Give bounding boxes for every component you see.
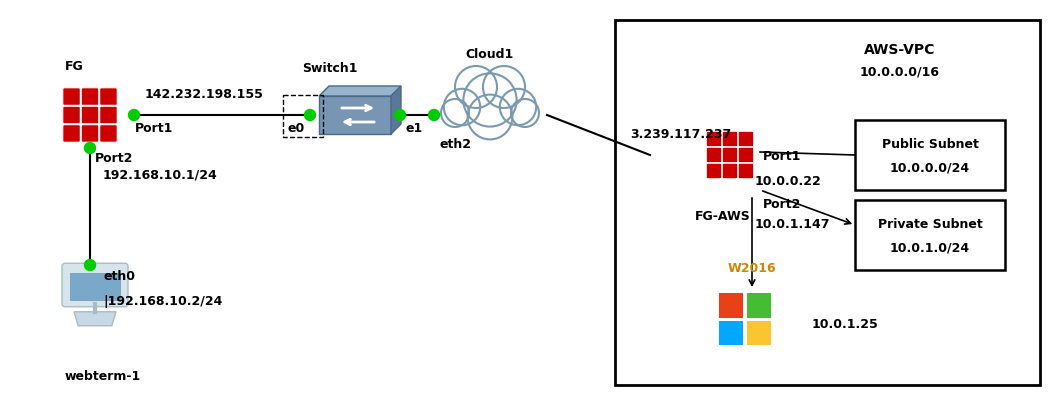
Polygon shape	[319, 86, 401, 96]
Circle shape	[455, 66, 497, 108]
Circle shape	[463, 73, 517, 126]
FancyBboxPatch shape	[63, 106, 80, 124]
Bar	[284, 95, 323, 137]
FancyBboxPatch shape	[707, 131, 721, 147]
Text: 10.0.0.0/24: 10.0.0.0/24	[890, 161, 970, 174]
Circle shape	[444, 89, 480, 125]
FancyBboxPatch shape	[738, 131, 754, 147]
Circle shape	[500, 89, 537, 125]
Bar	[747, 321, 771, 345]
Text: webterm-1: webterm-1	[65, 370, 142, 383]
Bar	[615, 20, 1040, 385]
Circle shape	[84, 142, 96, 154]
Circle shape	[304, 109, 315, 120]
Text: e1: e1	[405, 122, 422, 135]
FancyBboxPatch shape	[81, 88, 99, 105]
Circle shape	[395, 109, 405, 120]
Text: |192.168.10.2/24: |192.168.10.2/24	[103, 295, 223, 308]
FancyBboxPatch shape	[319, 96, 391, 134]
Polygon shape	[74, 312, 116, 326]
Text: Port2: Port2	[94, 152, 133, 165]
Bar	[719, 293, 743, 318]
FancyBboxPatch shape	[707, 163, 721, 179]
FancyBboxPatch shape	[738, 147, 754, 163]
FancyBboxPatch shape	[707, 147, 721, 163]
FancyBboxPatch shape	[738, 163, 754, 179]
FancyBboxPatch shape	[81, 124, 99, 142]
Circle shape	[128, 109, 140, 120]
Text: Public Subnet: Public Subnet	[882, 138, 979, 151]
Text: Port1: Port1	[763, 150, 801, 163]
FancyBboxPatch shape	[81, 106, 99, 124]
FancyBboxPatch shape	[100, 88, 118, 105]
Text: 10.0.0.22: 10.0.0.22	[755, 175, 822, 188]
Text: 142.232.198.155: 142.232.198.155	[145, 88, 264, 101]
Text: 10.0.1.147: 10.0.1.147	[755, 218, 831, 231]
Bar	[855, 200, 1005, 270]
Text: Port1: Port1	[135, 122, 173, 135]
Text: 10.0.0.0/16: 10.0.0.0/16	[860, 65, 940, 79]
Text: W2016: W2016	[728, 262, 777, 275]
Circle shape	[441, 99, 469, 127]
Text: eth2: eth2	[440, 138, 472, 151]
FancyBboxPatch shape	[722, 163, 738, 179]
Bar	[747, 293, 771, 318]
Bar	[719, 321, 743, 345]
Circle shape	[84, 259, 96, 271]
FancyBboxPatch shape	[722, 131, 738, 147]
Text: e0: e0	[287, 122, 304, 135]
FancyBboxPatch shape	[63, 124, 80, 142]
Text: Port2: Port2	[763, 198, 801, 211]
Text: Private Subnet: Private Subnet	[878, 218, 983, 231]
Circle shape	[511, 99, 539, 127]
Text: FG: FG	[65, 60, 84, 73]
Bar	[855, 120, 1005, 190]
Circle shape	[428, 109, 440, 120]
Circle shape	[483, 66, 525, 108]
Text: eth0: eth0	[103, 270, 135, 283]
FancyBboxPatch shape	[100, 124, 118, 142]
Bar	[70, 273, 120, 300]
Text: 10.0.1.25: 10.0.1.25	[812, 318, 879, 331]
Polygon shape	[391, 86, 401, 134]
Text: AWS-VPC: AWS-VPC	[864, 43, 936, 57]
FancyBboxPatch shape	[63, 88, 80, 105]
Text: FG-AWS: FG-AWS	[695, 210, 751, 223]
Circle shape	[467, 95, 512, 139]
FancyBboxPatch shape	[62, 263, 128, 307]
FancyBboxPatch shape	[100, 106, 118, 124]
Text: Switch1: Switch1	[302, 62, 358, 75]
Text: 192.168.10.1/24: 192.168.10.1/24	[103, 168, 217, 181]
Text: 3.239.117.237: 3.239.117.237	[630, 128, 731, 141]
Text: Cloud1: Cloud1	[466, 48, 514, 61]
FancyBboxPatch shape	[722, 147, 738, 163]
Text: 10.0.1.0/24: 10.0.1.0/24	[890, 241, 970, 254]
